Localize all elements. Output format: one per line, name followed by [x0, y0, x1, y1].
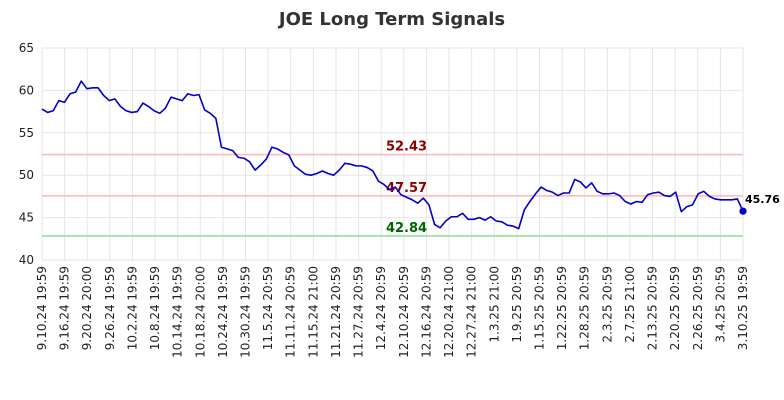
y-axis: 40 45 50 55 60 65 [19, 41, 34, 267]
x-tick-label: 3.4.25 20:59 [713, 266, 727, 343]
level-label: 52.43 [386, 140, 427, 155]
x-tick-label: 9.10.24 19:59 [35, 266, 49, 350]
x-tick-label: 12.20.24 21:00 [442, 266, 456, 358]
x-tick-label: 3.10.25 19:59 [736, 266, 750, 350]
signal-levels: 52.43 47.57 42.84 [42, 140, 743, 237]
x-tick-label: 12.16.24 20:59 [419, 266, 433, 358]
chart-title: JOE Long Term Signals [277, 9, 505, 30]
series-layer: 45.76 [41, 80, 780, 230]
x-tick-label: 12.10.24 20:59 [397, 266, 411, 358]
x-tick-label: 11.11.24 20:59 [284, 266, 298, 358]
x-tick-label: 10.18.24 20:00 [193, 266, 207, 358]
x-tick-label: 10.14.24 19:59 [171, 266, 185, 358]
x-tick-label: 2.26.25 20:59 [691, 266, 705, 350]
y-tick-label: 45 [19, 211, 34, 225]
x-tick-label: 10.2.24 19:59 [125, 266, 139, 350]
x-tick-label: 1.22.25 20:59 [555, 266, 569, 350]
y-tick-label: 55 [19, 126, 34, 140]
level-label: 47.57 [386, 181, 427, 196]
x-tick-label: 10.30.24 19:59 [239, 266, 253, 358]
x-tick-label: 11.27.24 20:59 [352, 266, 366, 358]
y-tick-label: 60 [19, 83, 34, 97]
level-label: 42.84 [386, 221, 427, 236]
x-tick-label: 2.7.25 21:00 [623, 266, 637, 343]
x-tick-label: 1.28.25 20:59 [578, 266, 592, 350]
x-tick-label: 1.9.25 20:59 [510, 266, 524, 343]
x-tick-label: 1.3.25 21:00 [487, 266, 501, 343]
x-tick-label: 10.24.24 19:59 [216, 266, 230, 358]
x-tick-label: 1.15.25 20:59 [532, 266, 546, 350]
x-tick-label: 9.20.24 20:00 [80, 266, 94, 350]
x-tick-label: 11.15.24 21:00 [306, 266, 320, 358]
price-line [41, 80, 744, 230]
x-tick-label: 9.26.24 19:59 [103, 266, 117, 350]
x-tick-label: 10.8.24 19:59 [148, 266, 162, 350]
last-value-label: 45.76 [745, 193, 780, 206]
y-tick-label: 65 [19, 41, 34, 55]
last-point [739, 207, 747, 215]
x-tick-label: 2.20.25 20:59 [668, 266, 682, 350]
y-tick-label: 50 [19, 168, 34, 182]
x-axis: 9.10.24 19:59 9.16.24 19:59 9.20.24 20:00 9… [35, 266, 750, 358]
x-tick-label: 12.4.24 20:59 [374, 266, 388, 350]
x-tick-label: 2.3.25 20:59 [600, 266, 614, 343]
x-tick-label: 2.13.25 20:59 [646, 266, 660, 350]
x-tick-label: 11.5.24 20:59 [261, 266, 275, 350]
y-tick-label: 40 [19, 253, 34, 267]
x-tick-label: 12.27.24 21:00 [465, 266, 479, 358]
x-tick-label: 9.16.24 19:59 [58, 266, 72, 350]
x-tick-label: 11.21.24 20:59 [329, 266, 343, 358]
